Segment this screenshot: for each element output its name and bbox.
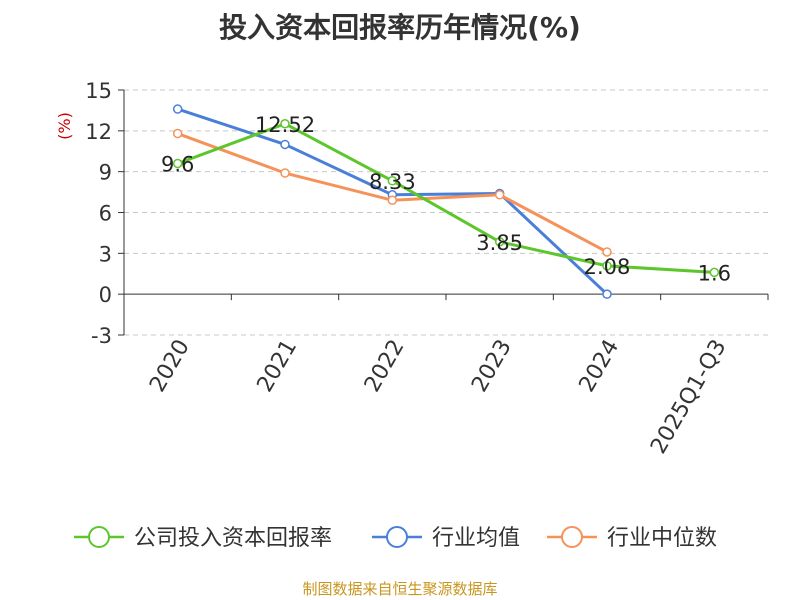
y-axis-label: (%)	[55, 112, 74, 140]
y-tick-label: 6	[99, 202, 112, 226]
legend-label: 行业中位数	[607, 526, 717, 551]
x-tick-label: 2021	[253, 336, 303, 397]
data-label: 9.6	[161, 153, 194, 177]
data-label: 1.6	[698, 261, 731, 285]
legend: 公司投入资本回报率 行业均值 行业中位数	[74, 526, 717, 551]
x-tick-label: 2020	[145, 336, 195, 397]
series-0-point	[172, 158, 183, 169]
y-tick-label: 15	[85, 79, 112, 103]
series-1-point	[602, 289, 612, 299]
source-note: 制图数据来自恒生聚源数据库	[302, 580, 498, 598]
x-tick-label: 2025Q1-Q3	[646, 336, 731, 459]
x-tick-label: 2022	[360, 336, 410, 397]
data-label: 12.52	[255, 113, 315, 137]
legend-label: 行业均值	[432, 526, 520, 551]
data-label: 2.08	[584, 255, 631, 279]
y-tick-label: 3	[99, 242, 112, 266]
series-2-point	[172, 128, 183, 139]
legend-marker	[386, 526, 408, 548]
chart-title: 投入资本回报率历年情况(%)	[219, 11, 581, 44]
series-0-point	[280, 119, 290, 129]
series-0-line	[177, 122, 715, 274]
series-0-point	[387, 176, 398, 186]
data-label: 3.85	[476, 231, 523, 255]
legend-label: 公司投入资本回报率	[134, 526, 332, 551]
legend-marker	[561, 526, 583, 548]
series-0-point	[709, 267, 720, 278]
y-tick-label: -3	[91, 324, 112, 348]
series-2-point	[602, 247, 612, 257]
y-tick-label: 9	[99, 161, 112, 185]
data-labels: 9.6 12.52 8.33 3.85 2.08 1.6	[161, 113, 731, 286]
series-2-point	[387, 195, 398, 205]
series-2-point	[494, 190, 505, 200]
series-0-point	[602, 261, 612, 271]
series	[172, 104, 720, 299]
y-tick-label: 12	[85, 120, 112, 144]
series-1-point	[172, 104, 183, 114]
y-tick-label: 0	[99, 283, 112, 307]
series-0-point	[494, 237, 505, 247]
x-tick-label: 2023	[467, 335, 517, 396]
series-2-point	[280, 168, 290, 178]
series-1-point	[280, 139, 290, 150]
x-tick-label: 2024	[575, 336, 625, 397]
data-label: 8.33	[369, 170, 416, 194]
legend-marker	[88, 526, 110, 548]
